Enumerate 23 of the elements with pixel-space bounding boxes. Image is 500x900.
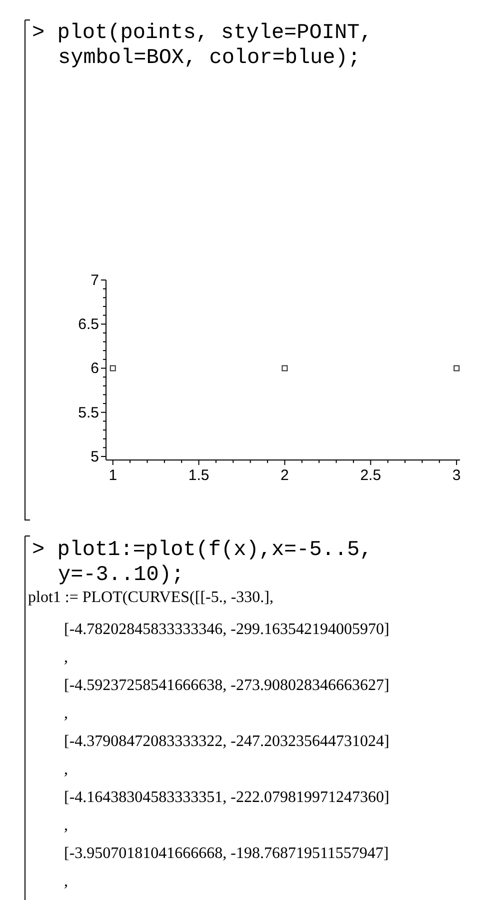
text: [-4.78202845833333346, -299.163542194005970] (64, 621, 390, 638)
x-tick-label: 3 (452, 467, 461, 484)
text: > plot1:=plot(f(x),x=-5..5, y=-3..10); (32, 539, 372, 587)
y-tick-label: 7 (90, 272, 99, 289)
x-tick-label: 1 (108, 467, 118, 484)
text: , (64, 761, 68, 778)
y-tick-label: 6 (90, 360, 99, 378)
y-tick-label: 5.5 (78, 404, 99, 422)
text: [-4.16438304583333351, -222.079819971247360] (64, 789, 390, 806)
y-tick-label: 6.5 (78, 316, 99, 334)
text: [-3.95070181041666668, -198.768719511557947] (64, 845, 389, 862)
text: plot1 := PLOT(CURVES([[-5., -330.], (28, 589, 274, 606)
chart-title: > plot(points, style=POINT, symbol=BOX, color=blue); (32, 22, 372, 70)
text: , (64, 873, 68, 890)
x-tick-label: 2.5 (360, 467, 382, 484)
text: , (64, 649, 68, 666)
text: , (64, 705, 68, 722)
text: [-4.59237258541666638, -273.908028346663627] (64, 677, 390, 694)
x-tick-label: 1.5 (188, 467, 210, 484)
y-tick-label: 5 (90, 448, 99, 466)
x-tick-label: 2 (280, 467, 289, 484)
text: , (64, 817, 68, 834)
text: [-4.37908472083333322, -247.203235644731024] (64, 733, 390, 750)
